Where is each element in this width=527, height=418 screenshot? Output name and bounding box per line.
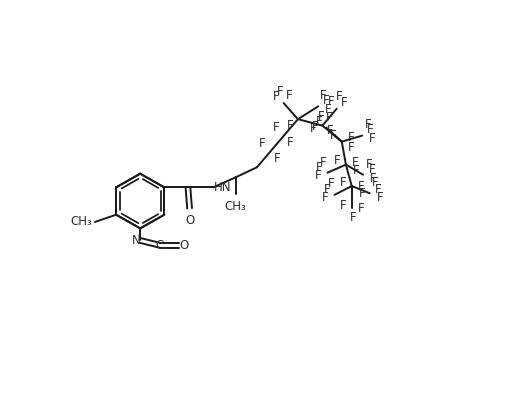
Text: F: F	[287, 136, 294, 149]
Text: F: F	[372, 176, 379, 189]
Text: F: F	[375, 183, 382, 196]
Text: F: F	[321, 191, 328, 204]
Text: F: F	[311, 120, 318, 133]
Text: F: F	[353, 164, 360, 177]
Text: F: F	[369, 133, 375, 145]
Text: F: F	[273, 90, 280, 103]
Text: F: F	[327, 124, 334, 137]
Text: F: F	[324, 183, 330, 196]
Text: F: F	[318, 110, 325, 123]
Text: F: F	[339, 176, 346, 189]
Text: CH₃: CH₃	[225, 200, 247, 213]
Text: O: O	[185, 214, 194, 227]
Text: F: F	[365, 118, 371, 131]
Text: F: F	[320, 156, 327, 169]
Text: F: F	[348, 141, 355, 154]
Text: F: F	[369, 172, 376, 185]
Text: O: O	[180, 239, 189, 252]
Text: F: F	[350, 211, 357, 224]
Text: F: F	[359, 187, 366, 200]
Text: F: F	[377, 191, 384, 204]
Text: F: F	[336, 90, 343, 103]
Text: F: F	[347, 131, 354, 144]
Text: F: F	[339, 199, 346, 212]
Text: HN: HN	[214, 181, 231, 194]
Text: F: F	[316, 161, 323, 173]
Text: F: F	[274, 152, 280, 165]
Text: F: F	[325, 103, 331, 116]
Text: F: F	[273, 122, 279, 135]
Text: F: F	[365, 158, 372, 171]
Text: F: F	[334, 154, 340, 167]
Text: N: N	[132, 234, 141, 247]
Text: F: F	[277, 85, 284, 98]
Text: F: F	[367, 123, 374, 137]
Text: CH₃: CH₃	[70, 215, 92, 229]
Text: C: C	[155, 239, 164, 252]
Text: F: F	[323, 94, 330, 107]
Text: F: F	[330, 129, 337, 142]
Text: F: F	[259, 138, 266, 150]
Text: F: F	[352, 156, 358, 169]
Text: F: F	[328, 95, 334, 108]
Text: F: F	[315, 169, 321, 182]
Text: F: F	[357, 180, 364, 193]
Text: F: F	[310, 122, 317, 135]
Text: F: F	[316, 115, 322, 128]
Text: F: F	[328, 177, 335, 190]
Text: F: F	[341, 96, 347, 109]
Text: F: F	[286, 89, 292, 102]
Text: F: F	[287, 119, 294, 132]
Text: F: F	[357, 202, 364, 215]
Text: F: F	[369, 163, 375, 176]
Text: F: F	[325, 111, 332, 124]
Text: F: F	[320, 89, 327, 102]
